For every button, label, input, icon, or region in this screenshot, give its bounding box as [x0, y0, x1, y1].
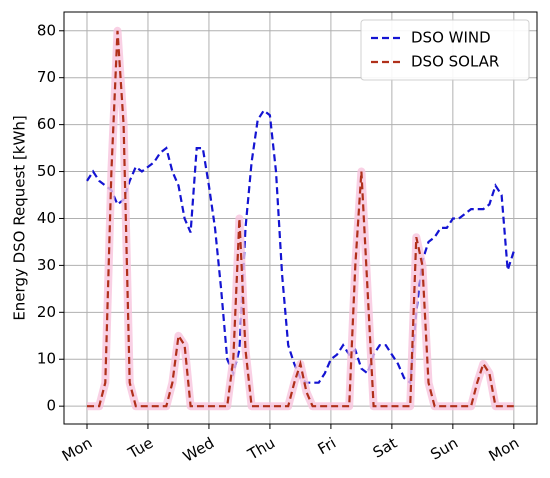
x-tick-label: Mon [486, 434, 522, 465]
legend-label: DSO WIND [411, 29, 491, 47]
line-series [86, 108, 515, 385]
x-tick-label: Fri [315, 434, 339, 459]
line-series [87, 30, 514, 408]
x-tick-label: Tue [124, 434, 156, 463]
y-tick-label: 0 [46, 397, 56, 415]
y-axis-label: Energy DSO Request [kWh] [11, 115, 29, 320]
y-tick-label: 10 [37, 350, 56, 368]
y-tick-label: 40 [37, 209, 56, 227]
legend-label: DSO SOLAR [411, 53, 499, 71]
y-tick-label: 70 [37, 68, 56, 86]
x-tick-label: Sat [370, 434, 400, 462]
y-tick-label: 60 [37, 115, 56, 133]
y-tick-label: 80 [37, 21, 56, 39]
y-tick-label: 50 [37, 162, 56, 180]
plot-frame [63, 11, 538, 425]
x-tick-label: Sun [427, 434, 461, 464]
x-tick-label: Wed [180, 434, 217, 466]
legend-box [360, 19, 530, 81]
x-tick-label: Mon [59, 434, 95, 465]
x-tick-label: Thu [244, 434, 278, 464]
y-tick-label: 20 [37, 303, 56, 321]
y-tick-label: 30 [37, 256, 56, 274]
